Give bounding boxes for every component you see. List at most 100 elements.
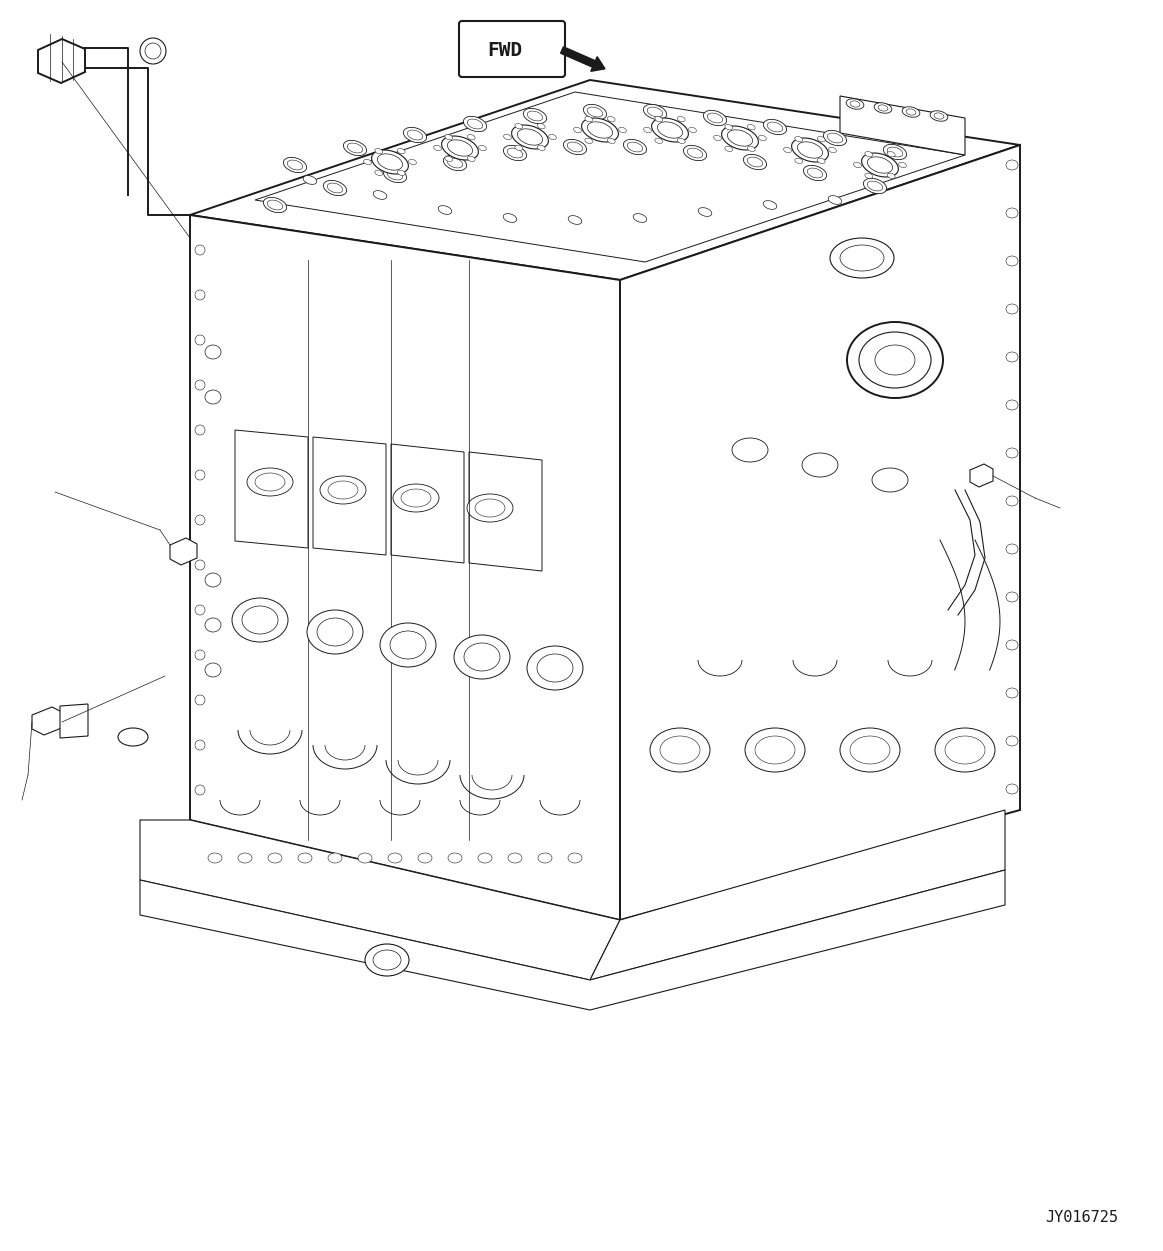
Ellipse shape [527, 646, 583, 691]
Ellipse shape [195, 335, 205, 345]
Ellipse shape [587, 108, 602, 116]
Ellipse shape [887, 151, 896, 156]
Ellipse shape [934, 113, 944, 119]
Ellipse shape [372, 150, 408, 174]
Ellipse shape [827, 133, 843, 143]
Ellipse shape [263, 198, 286, 213]
Ellipse shape [231, 598, 288, 642]
FancyBboxPatch shape [459, 21, 565, 78]
Polygon shape [391, 444, 464, 563]
Ellipse shape [434, 145, 442, 150]
Polygon shape [170, 538, 197, 565]
Ellipse shape [195, 605, 205, 615]
Ellipse shape [687, 148, 702, 158]
Ellipse shape [320, 475, 366, 504]
Ellipse shape [1006, 160, 1018, 170]
Ellipse shape [619, 128, 627, 133]
Ellipse shape [328, 480, 358, 499]
Ellipse shape [643, 104, 666, 120]
Polygon shape [840, 96, 965, 155]
Ellipse shape [1006, 448, 1018, 458]
Ellipse shape [267, 853, 281, 863]
Ellipse shape [407, 130, 422, 140]
Ellipse shape [1006, 544, 1018, 554]
Ellipse shape [468, 119, 483, 129]
Ellipse shape [393, 484, 438, 512]
Ellipse shape [448, 853, 462, 863]
Ellipse shape [387, 170, 402, 180]
Ellipse shape [568, 853, 582, 863]
Polygon shape [38, 39, 85, 83]
Ellipse shape [884, 144, 907, 160]
Ellipse shape [798, 141, 822, 158]
Ellipse shape [537, 654, 573, 682]
Ellipse shape [802, 453, 839, 477]
Ellipse shape [195, 290, 205, 300]
Ellipse shape [1006, 688, 1018, 698]
Ellipse shape [758, 135, 766, 140]
Ellipse shape [854, 163, 862, 168]
Ellipse shape [205, 573, 221, 587]
Ellipse shape [195, 515, 205, 525]
Ellipse shape [443, 155, 466, 170]
Ellipse shape [205, 618, 221, 632]
Polygon shape [190, 215, 620, 919]
Circle shape [140, 38, 166, 64]
Text: JY016725: JY016725 [1046, 1211, 1119, 1226]
Ellipse shape [1006, 304, 1018, 314]
Ellipse shape [607, 138, 615, 144]
Ellipse shape [537, 124, 545, 129]
Ellipse shape [398, 170, 405, 175]
Ellipse shape [238, 853, 252, 863]
Ellipse shape [468, 135, 476, 140]
Ellipse shape [195, 560, 205, 570]
Ellipse shape [651, 118, 688, 143]
Ellipse shape [563, 139, 586, 155]
Ellipse shape [714, 135, 721, 140]
Ellipse shape [1006, 495, 1018, 505]
Ellipse shape [794, 158, 802, 164]
Ellipse shape [748, 125, 755, 130]
Ellipse shape [445, 135, 452, 140]
Ellipse shape [743, 154, 766, 170]
Ellipse shape [1006, 256, 1018, 266]
Ellipse shape [195, 651, 205, 661]
FancyArrow shape [561, 46, 605, 71]
Ellipse shape [585, 138, 593, 144]
Ellipse shape [390, 631, 426, 659]
Ellipse shape [418, 853, 431, 863]
Ellipse shape [515, 124, 522, 129]
Ellipse shape [763, 200, 777, 209]
Ellipse shape [830, 238, 894, 278]
Polygon shape [190, 80, 1020, 280]
Ellipse shape [255, 473, 285, 490]
Ellipse shape [623, 139, 647, 155]
Ellipse shape [504, 134, 512, 140]
Ellipse shape [448, 158, 463, 168]
Ellipse shape [906, 109, 916, 115]
Ellipse shape [478, 853, 492, 863]
Ellipse shape [117, 728, 148, 746]
Ellipse shape [768, 123, 783, 131]
Ellipse shape [859, 332, 932, 388]
Ellipse shape [195, 784, 205, 794]
Ellipse shape [655, 138, 663, 144]
Polygon shape [970, 464, 993, 487]
Ellipse shape [205, 390, 221, 404]
Ellipse shape [868, 181, 883, 191]
Ellipse shape [195, 741, 205, 751]
Ellipse shape [804, 165, 827, 180]
Ellipse shape [384, 168, 407, 183]
Ellipse shape [648, 108, 663, 116]
Ellipse shape [878, 105, 887, 111]
Ellipse shape [512, 125, 549, 149]
Ellipse shape [445, 156, 452, 161]
Ellipse shape [946, 736, 985, 764]
Ellipse shape [745, 728, 805, 772]
Ellipse shape [732, 438, 768, 462]
Ellipse shape [818, 158, 825, 164]
Ellipse shape [327, 183, 343, 193]
Ellipse shape [380, 623, 436, 667]
Ellipse shape [401, 489, 431, 507]
Ellipse shape [657, 121, 683, 138]
